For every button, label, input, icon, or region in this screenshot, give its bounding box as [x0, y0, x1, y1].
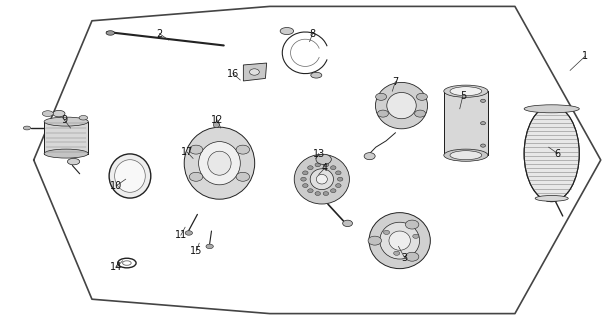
Ellipse shape — [79, 116, 88, 120]
Ellipse shape — [208, 151, 231, 175]
Ellipse shape — [330, 166, 336, 170]
Text: 8: 8 — [310, 28, 316, 39]
Ellipse shape — [337, 177, 343, 181]
Ellipse shape — [308, 189, 313, 193]
Ellipse shape — [44, 117, 88, 126]
Text: 16: 16 — [227, 68, 239, 79]
Ellipse shape — [236, 172, 249, 181]
Text: 4: 4 — [322, 163, 328, 173]
Text: 7: 7 — [392, 76, 398, 87]
Ellipse shape — [315, 192, 321, 196]
Text: 14: 14 — [110, 262, 123, 272]
Ellipse shape — [184, 127, 255, 199]
Polygon shape — [444, 91, 488, 155]
Ellipse shape — [316, 174, 327, 184]
Ellipse shape — [481, 144, 485, 147]
Ellipse shape — [23, 126, 31, 130]
Ellipse shape — [189, 145, 203, 154]
Ellipse shape — [316, 154, 332, 164]
Ellipse shape — [444, 85, 488, 97]
Ellipse shape — [323, 192, 329, 196]
Ellipse shape — [387, 92, 416, 119]
Ellipse shape — [311, 72, 322, 78]
Ellipse shape — [303, 171, 308, 175]
Ellipse shape — [213, 122, 219, 128]
Text: 15: 15 — [190, 246, 202, 256]
Ellipse shape — [444, 149, 488, 161]
Text: 5: 5 — [460, 91, 466, 101]
Ellipse shape — [109, 154, 151, 198]
Ellipse shape — [375, 82, 428, 129]
Ellipse shape — [384, 230, 390, 235]
Ellipse shape — [53, 110, 65, 117]
Ellipse shape — [44, 149, 88, 158]
Ellipse shape — [303, 184, 308, 188]
Ellipse shape — [189, 172, 203, 181]
Text: 9: 9 — [61, 115, 67, 125]
Polygon shape — [243, 63, 267, 81]
Ellipse shape — [376, 93, 387, 100]
Ellipse shape — [450, 87, 482, 96]
Ellipse shape — [379, 222, 419, 259]
Text: 17: 17 — [181, 147, 193, 157]
Text: 2: 2 — [156, 28, 162, 39]
Ellipse shape — [389, 231, 411, 250]
Ellipse shape — [450, 151, 482, 160]
Ellipse shape — [280, 28, 294, 35]
Ellipse shape — [414, 110, 425, 117]
Ellipse shape — [330, 189, 336, 193]
Text: 6: 6 — [555, 148, 561, 159]
Ellipse shape — [369, 212, 430, 269]
Ellipse shape — [416, 93, 427, 100]
Ellipse shape — [335, 171, 341, 175]
Ellipse shape — [335, 184, 341, 188]
Ellipse shape — [249, 69, 259, 75]
Ellipse shape — [524, 105, 579, 113]
Ellipse shape — [206, 244, 213, 249]
Ellipse shape — [405, 220, 419, 229]
Ellipse shape — [394, 251, 400, 255]
Ellipse shape — [308, 166, 313, 170]
Ellipse shape — [323, 163, 329, 167]
Ellipse shape — [481, 122, 485, 125]
Ellipse shape — [524, 106, 579, 202]
Ellipse shape — [106, 31, 115, 35]
Ellipse shape — [364, 153, 375, 160]
Ellipse shape — [535, 196, 568, 201]
Ellipse shape — [42, 111, 53, 116]
Ellipse shape — [115, 160, 145, 192]
Text: 11: 11 — [175, 230, 187, 240]
Ellipse shape — [185, 231, 192, 235]
Ellipse shape — [378, 110, 389, 117]
Ellipse shape — [413, 234, 419, 238]
Ellipse shape — [294, 154, 349, 204]
Ellipse shape — [199, 141, 240, 185]
Ellipse shape — [236, 145, 249, 154]
Ellipse shape — [301, 177, 306, 181]
Ellipse shape — [343, 220, 352, 227]
Ellipse shape — [310, 169, 333, 189]
Ellipse shape — [481, 99, 485, 102]
Ellipse shape — [368, 236, 381, 245]
Ellipse shape — [405, 252, 419, 261]
Polygon shape — [44, 122, 88, 154]
Text: 3: 3 — [402, 252, 408, 263]
Text: 12: 12 — [211, 115, 224, 125]
Ellipse shape — [67, 158, 80, 165]
Ellipse shape — [315, 163, 321, 167]
Text: 13: 13 — [313, 148, 325, 159]
Text: 10: 10 — [110, 180, 123, 191]
Text: 1: 1 — [582, 51, 588, 61]
